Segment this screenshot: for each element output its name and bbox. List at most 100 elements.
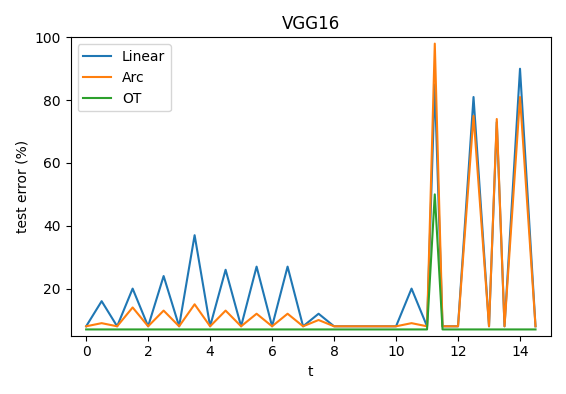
Arc (431, 41, 438, 46)
Arc (238, 324, 245, 329)
Linear (439, 324, 446, 329)
Linear (269, 324, 276, 329)
Arc (299, 324, 306, 329)
OT (315, 327, 322, 332)
OT (114, 327, 121, 332)
Linear (253, 264, 260, 269)
Arc (114, 324, 121, 329)
OT (299, 327, 306, 332)
OT (494, 327, 500, 332)
OT (377, 327, 384, 332)
Line: Linear: Linear (86, 69, 535, 326)
Arc (377, 324, 384, 329)
OT (222, 327, 229, 332)
Arc (253, 311, 260, 316)
OT (83, 327, 89, 332)
Linear (470, 95, 477, 99)
Linear (454, 324, 461, 329)
Linear (284, 264, 291, 269)
OT (284, 327, 291, 332)
Arc (346, 324, 353, 329)
Linear (145, 324, 152, 329)
Arc (362, 324, 368, 329)
Arc (494, 117, 500, 121)
OT (454, 327, 461, 332)
Arc (423, 324, 430, 329)
X-axis label: t: t (308, 365, 314, 379)
OT (331, 327, 337, 332)
OT (408, 327, 415, 332)
Arc (284, 311, 291, 316)
OT (207, 327, 213, 332)
OT (160, 327, 167, 332)
OT (253, 327, 260, 332)
Arc (439, 324, 446, 329)
Arc (83, 324, 89, 329)
OT (238, 327, 245, 332)
Linear (222, 268, 229, 272)
Linear (362, 324, 368, 329)
Arc (207, 324, 213, 329)
OT (517, 327, 524, 332)
Arc (517, 95, 524, 99)
OT (470, 327, 477, 332)
Linear (98, 299, 105, 303)
Linear (393, 324, 400, 329)
OT (175, 327, 182, 332)
Title: VGG16: VGG16 (282, 15, 340, 33)
Arc (129, 305, 136, 310)
Linear (175, 324, 182, 329)
Linear (423, 324, 430, 329)
Linear (207, 324, 213, 329)
OT (362, 327, 368, 332)
Linear (299, 324, 306, 329)
Y-axis label: test error (%): test error (%) (15, 140, 29, 233)
Line: Arc: Arc (86, 44, 535, 326)
Linear (191, 233, 198, 238)
Arc (408, 321, 415, 325)
OT (98, 327, 105, 332)
Linear (486, 324, 492, 329)
Linear (501, 324, 508, 329)
Linear (408, 286, 415, 291)
OT (129, 327, 136, 332)
Arc (501, 324, 508, 329)
Arc (269, 324, 276, 329)
Arc (331, 324, 337, 329)
Linear (83, 324, 89, 329)
OT (191, 327, 198, 332)
Linear (114, 324, 121, 329)
Linear (377, 324, 384, 329)
Arc (191, 302, 198, 307)
Arc (532, 324, 539, 329)
Linear (315, 311, 322, 316)
Arc (175, 324, 182, 329)
Arc (315, 318, 322, 322)
OT (269, 327, 276, 332)
Linear (494, 120, 500, 125)
Line: OT: OT (86, 194, 535, 329)
OT (439, 327, 446, 332)
OT (532, 327, 539, 332)
OT (486, 327, 492, 332)
Linear (431, 82, 438, 87)
Arc (393, 324, 400, 329)
OT (393, 327, 400, 332)
OT (145, 327, 152, 332)
Linear (129, 286, 136, 291)
Arc (145, 324, 152, 329)
OT (423, 327, 430, 332)
Linear (160, 274, 167, 279)
Linear (346, 324, 353, 329)
Linear (517, 66, 524, 71)
Arc (486, 324, 492, 329)
OT (346, 327, 353, 332)
Linear (238, 324, 245, 329)
Legend: Linear, Arc, OT: Linear, Arc, OT (78, 44, 171, 111)
OT (431, 192, 438, 197)
Arc (160, 308, 167, 313)
Linear (331, 324, 337, 329)
Linear (532, 324, 539, 329)
Arc (470, 113, 477, 118)
Arc (454, 324, 461, 329)
